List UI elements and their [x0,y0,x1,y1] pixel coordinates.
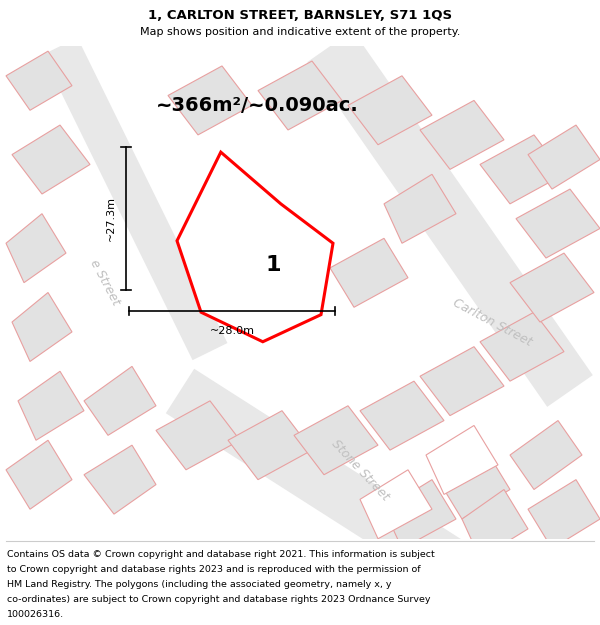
Polygon shape [480,312,564,381]
Polygon shape [12,125,90,194]
Text: 1: 1 [265,256,281,276]
Text: Map shows position and indicative extent of the property.: Map shows position and indicative extent… [140,27,460,37]
Polygon shape [168,66,252,135]
Polygon shape [420,101,504,169]
Polygon shape [360,470,432,539]
Polygon shape [510,421,582,489]
Polygon shape [6,51,72,110]
Polygon shape [6,214,66,282]
Polygon shape [462,489,528,559]
Text: ~366m²/~0.090ac.: ~366m²/~0.090ac. [156,96,359,115]
Polygon shape [426,426,498,494]
Polygon shape [18,371,84,440]
Polygon shape [360,381,444,450]
Text: HM Land Registry. The polygons (including the associated geometry, namely x, y: HM Land Registry. The polygons (includin… [7,580,392,589]
Text: e Street: e Street [88,258,122,308]
Text: Stone Street: Stone Street [329,437,391,503]
Polygon shape [12,292,72,361]
Text: to Crown copyright and database rights 2023 and is reproduced with the permissio: to Crown copyright and database rights 2… [7,565,421,574]
Polygon shape [528,479,600,549]
Text: ~27.3m: ~27.3m [106,196,116,241]
Polygon shape [84,366,156,436]
Polygon shape [177,152,333,342]
Polygon shape [348,76,432,145]
Text: ~28.0m: ~28.0m [210,326,255,336]
Polygon shape [156,401,240,470]
Polygon shape [222,214,306,282]
Text: Carlton Street: Carlton Street [450,296,534,348]
Polygon shape [510,253,594,322]
Polygon shape [6,440,72,509]
Polygon shape [84,445,156,514]
Polygon shape [516,189,600,258]
Polygon shape [438,450,510,519]
Text: 100026316.: 100026316. [7,611,64,619]
Text: co-ordinates) are subject to Crown copyright and database rights 2023 Ordnance S: co-ordinates) are subject to Crown copyr… [7,595,431,604]
Polygon shape [228,411,312,479]
Polygon shape [384,479,456,549]
Polygon shape [258,61,342,130]
Polygon shape [294,406,378,475]
Polygon shape [480,135,564,204]
Polygon shape [528,125,600,189]
Text: 1, CARLTON STREET, BARNSLEY, S71 1QS: 1, CARLTON STREET, BARNSLEY, S71 1QS [148,9,452,22]
Polygon shape [330,238,408,308]
Polygon shape [420,347,504,416]
Polygon shape [384,174,456,243]
Text: Contains OS data © Crown copyright and database right 2021. This information is : Contains OS data © Crown copyright and d… [7,550,435,559]
